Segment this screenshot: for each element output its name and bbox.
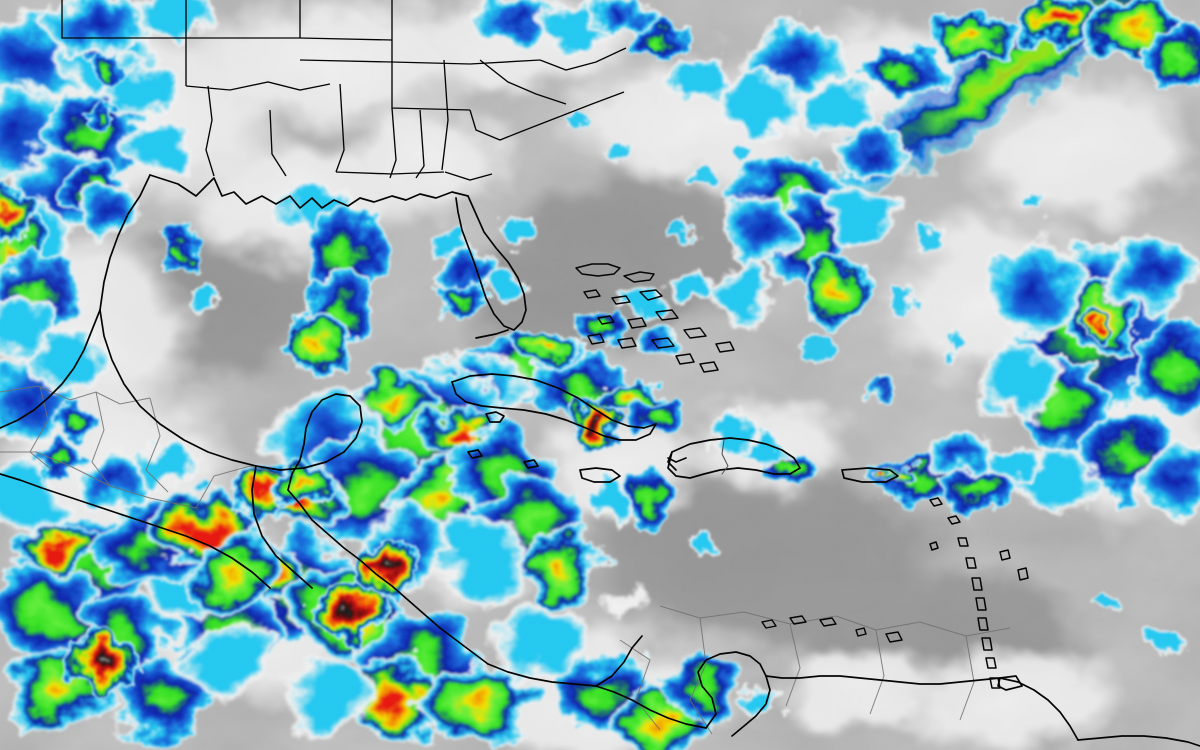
satellite-image-viewport: GOES Infrared Satellite Imagery Gulf of … xyxy=(0,0,1200,750)
sensor-grain-overlay xyxy=(0,0,1200,750)
satellite-infrared-map xyxy=(0,0,1200,750)
